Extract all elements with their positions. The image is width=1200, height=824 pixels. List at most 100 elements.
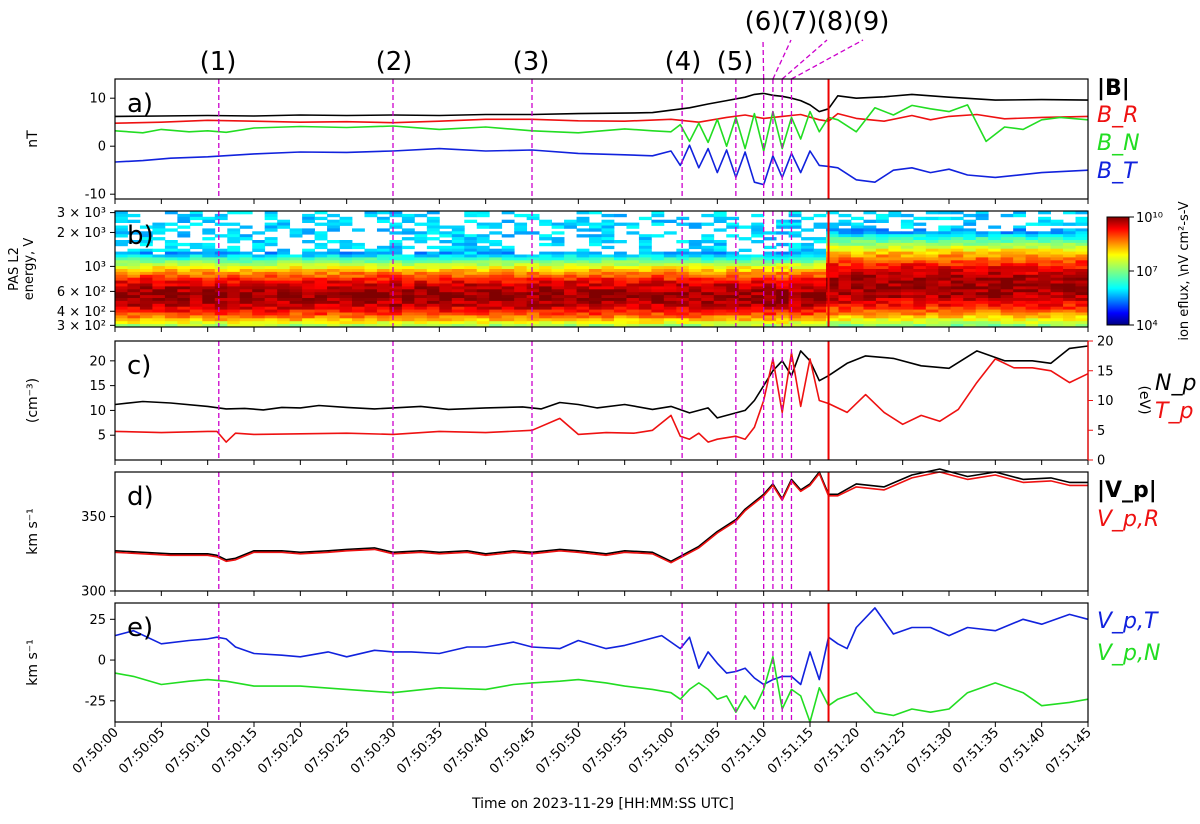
- heatmap-cell: [713, 240, 727, 244]
- heatmap-cell: [813, 277, 827, 281]
- heatmap-cell: [239, 263, 253, 267]
- heatmap-cell: [913, 251, 927, 255]
- heatmap-cell: [189, 257, 203, 261]
- heatmap-cell: [1063, 234, 1076, 238]
- heatmap-cell: [576, 234, 590, 238]
- heatmap-cell: [838, 315, 852, 319]
- heatmap-cell: [701, 292, 715, 296]
- heatmap-cell: [302, 324, 315, 328]
- heatmap-cell: [925, 240, 939, 244]
- heatmap-cell: [788, 318, 802, 322]
- heatmap-cell: [875, 245, 889, 250]
- heatmap-cell: [601, 274, 615, 279]
- heatmap-cell: [327, 240, 340, 244]
- heatmap-cell: [863, 300, 877, 305]
- heatmap-cell: [426, 245, 440, 250]
- heatmap-cell: [963, 251, 977, 255]
- heatmap-cell: [327, 283, 340, 287]
- heatmap-cell: [676, 306, 690, 310]
- heatmap-cell: [451, 257, 465, 261]
- heatmap-cell: [376, 292, 390, 296]
- heatmap-cell: [613, 266, 627, 270]
- heatmap-cell: [489, 324, 503, 328]
- heatmap-cell: [164, 260, 178, 264]
- heatmap-cell: [875, 231, 889, 235]
- heatmap-cell: [364, 300, 378, 305]
- heatmap-cell: [663, 286, 677, 290]
- heatmap-cell: [988, 266, 1002, 270]
- heatmap-cell: [738, 289, 752, 293]
- heatmap-cell: [277, 292, 291, 296]
- heatmap-cell: [938, 211, 952, 215]
- heatmap-cell: [152, 312, 166, 316]
- heatmap-cell: [850, 254, 864, 258]
- heatmap-cell: [314, 277, 328, 281]
- heatmap-cell: [925, 283, 939, 287]
- heatmap-cell: [626, 231, 640, 235]
- heatmap-cell: [539, 280, 552, 284]
- heatmap-cell: [476, 240, 490, 244]
- heatmap-cell: [850, 242, 864, 247]
- heatmap-cell: [626, 312, 640, 316]
- heatmap-cell: [1038, 295, 1051, 299]
- heatmap-cell: [838, 289, 852, 293]
- heatmap-cell: [451, 286, 465, 290]
- heatmap-cell: [900, 277, 914, 281]
- heatmap-cell: [214, 295, 228, 299]
- heatmap-cell: [751, 318, 765, 322]
- heatmap-cell: [214, 318, 228, 322]
- heatmap-cell: [925, 324, 939, 328]
- heatmap-cell: [389, 245, 403, 250]
- heatmap-cell: [115, 269, 128, 273]
- heatmap-cell: [239, 266, 253, 270]
- event-label-3: (3): [513, 47, 550, 77]
- heatmap-cell: [177, 242, 191, 247]
- heatmap-cell: [988, 318, 1002, 322]
- heatmap-cell: [327, 213, 340, 218]
- heatmap-cell: [900, 225, 914, 229]
- heatmap-cell: [651, 321, 665, 325]
- xtick-label: 07:51:00: [626, 725, 678, 777]
- heatmap-cell: [651, 318, 665, 322]
- heatmap-cell: [564, 269, 577, 273]
- heatmap-cell: [1000, 277, 1014, 281]
- heatmap-cell: [115, 292, 128, 296]
- heatmap-cell: [501, 321, 515, 325]
- heatmap-cell: [327, 312, 340, 316]
- heatmap-cell: [813, 257, 827, 261]
- heatmap-cell: [900, 298, 914, 302]
- heatmap-cell: [164, 271, 178, 276]
- heatmap-cell: [801, 266, 814, 270]
- heatmap-cell: [826, 306, 839, 310]
- heatmap-cell: [202, 292, 216, 296]
- heatmap-cell: [900, 309, 914, 313]
- heatmap-cell: [601, 225, 615, 229]
- heatmap-cell: [464, 219, 478, 223]
- heatmap-cell: [539, 315, 552, 319]
- heatmap-cell: [214, 269, 228, 273]
- heatmap-cell: [302, 283, 315, 287]
- heatmap-cell: [189, 274, 203, 279]
- heatmap-cell: [900, 286, 914, 290]
- heatmap-cell: [414, 312, 428, 316]
- heatmap-cell: [514, 306, 528, 310]
- heatmap-cell: [863, 303, 877, 308]
- heatmap-cell: [701, 257, 715, 261]
- heatmap-cell: [950, 260, 964, 264]
- heatmap-cell: [950, 266, 964, 270]
- heatmap-cell: [626, 286, 640, 290]
- heatmap-cell: [850, 228, 864, 232]
- heatmap-cell: [1050, 306, 1064, 310]
- heatmap-cell: [339, 263, 353, 267]
- heatmap-cell: [925, 300, 939, 305]
- heatmap-cell: [1063, 257, 1076, 261]
- heatmap-cell: [863, 274, 877, 279]
- heatmap-cell: [489, 225, 503, 229]
- heatmap-cell: [164, 266, 178, 270]
- heatmap-cell: [352, 295, 365, 299]
- heatmap-cell: [289, 295, 303, 299]
- heatmap-cell: [863, 292, 877, 296]
- heatmap-cell: [589, 274, 602, 279]
- heatmap-cell: [601, 298, 615, 302]
- heatmap-cell: [751, 289, 765, 293]
